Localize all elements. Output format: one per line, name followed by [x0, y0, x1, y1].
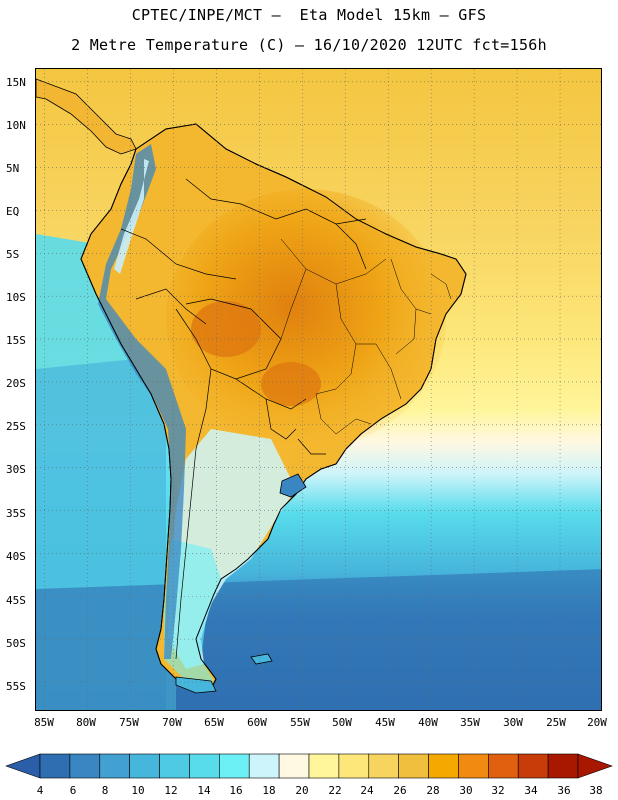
lon-label-40w: 40W	[418, 716, 438, 729]
colorbar-swatch	[278, 753, 310, 779]
colorbar-label-28: 28	[426, 784, 440, 797]
central-america-land	[36, 78, 137, 155]
colorbar-swatch	[159, 753, 190, 779]
colorbar-label-38: 38	[589, 784, 603, 797]
lat-label-40s: 40S	[6, 550, 26, 563]
lon-label-85w: 85W	[34, 716, 54, 729]
colorbar-label-30: 30	[459, 784, 473, 797]
lon-label-60w: 60W	[247, 716, 267, 729]
lat-label-55s: 55S	[6, 680, 26, 693]
colorbar-label-34: 34	[524, 784, 538, 797]
colorbar-swatch	[368, 753, 399, 779]
lat-label-20s: 20S	[6, 377, 26, 390]
state-borders	[280, 238, 452, 435]
lat-label-10s: 10S	[6, 291, 26, 304]
tierra-del-fuego	[175, 676, 217, 694]
lat-label-10n: 10N	[6, 119, 26, 132]
hot-spot-bolivia	[191, 301, 261, 357]
colorbar-swatch	[129, 753, 160, 779]
lat-label-5s: 5S	[6, 248, 20, 261]
colorbar-swatch	[69, 753, 101, 779]
lon-label-45w: 45W	[375, 716, 395, 729]
colorbar-swatch	[308, 753, 340, 779]
lat-label-45s: 45S	[6, 594, 26, 607]
colorbar-label-10: 10	[131, 784, 145, 797]
andes-snow-strip	[114, 159, 149, 274]
map-title-line1: CPTEC/INPE/MCT – Eta Model 15km – GFS	[131, 6, 487, 24]
temperature-map	[35, 68, 602, 711]
colorbar-label-36: 36	[557, 784, 571, 797]
coastline	[80, 123, 467, 690]
colorbar-swatch	[458, 753, 489, 779]
hot-spot-paraguay	[261, 362, 321, 406]
lon-label-30w: 30W	[503, 716, 523, 729]
colorbar-swatch	[219, 753, 250, 779]
colorbar-label-32: 32	[491, 784, 505, 797]
colorbar-label-20: 20	[295, 784, 309, 797]
colorbar-label-4: 4	[36, 784, 44, 797]
lat-label-25s: 25S	[6, 420, 26, 433]
colorbar-label-14: 14	[197, 784, 211, 797]
colorbar-swatch	[517, 753, 549, 779]
colorbar-swatch	[248, 753, 280, 779]
colorbar-label-12: 12	[164, 784, 178, 797]
colorbar-swatch	[39, 753, 71, 779]
colorbar-swatch	[547, 753, 579, 779]
lon-label-35w: 35W	[460, 716, 480, 729]
colorbar-swatch	[189, 753, 220, 779]
lat-label-eq: EQ	[6, 205, 20, 218]
colorbar-label-24: 24	[360, 784, 374, 797]
lon-label-80w: 80W	[76, 716, 96, 729]
lon-label-55w: 55W	[290, 716, 310, 729]
lon-label-25w: 25W	[546, 716, 566, 729]
colorbar	[5, 753, 613, 779]
colorbar-swatch	[398, 753, 429, 779]
colorbar-label-16: 16	[229, 784, 243, 797]
lon-label-70w: 70W	[162, 716, 182, 729]
lon-label-75w: 75W	[119, 716, 139, 729]
lon-label-20w: 20W	[587, 716, 607, 729]
lat-label-15s: 15S	[6, 334, 26, 347]
colorbar-swatch	[99, 753, 130, 779]
colorbar-swatch	[338, 753, 370, 779]
lon-label-50w: 50W	[332, 716, 352, 729]
lat-label-15n: 15N	[6, 76, 26, 89]
colorbar-label-6: 6	[69, 784, 77, 797]
lat-label-50s: 50S	[6, 637, 26, 650]
falkland-islands	[250, 653, 273, 665]
country-borders	[120, 178, 367, 660]
colorbar-label-22: 22	[328, 784, 342, 797]
colorbar-label-18: 18	[262, 784, 276, 797]
lat-label-5n: 5N	[6, 162, 20, 175]
colorbar-swatch	[488, 753, 519, 779]
hot-interior-zone	[166, 189, 446, 449]
colorbar-swatch	[428, 753, 459, 779]
graticule	[36, 69, 601, 710]
andes-cold-strip	[98, 144, 186, 659]
map-title-line2: 2 Metre Temperature (C) – 16/10/2020 12U…	[71, 36, 547, 54]
colorbar-label-26: 26	[393, 784, 407, 797]
lon-label-65w: 65W	[204, 716, 224, 729]
lat-label-35s: 35S	[6, 507, 26, 520]
colorbar-left-arrow	[5, 753, 41, 779]
colorbar-right-arrow	[577, 753, 613, 779]
lagoa-dos-patos	[279, 473, 307, 498]
lat-label-30s: 30S	[6, 463, 26, 476]
colorbar-label-8: 8	[101, 784, 109, 797]
